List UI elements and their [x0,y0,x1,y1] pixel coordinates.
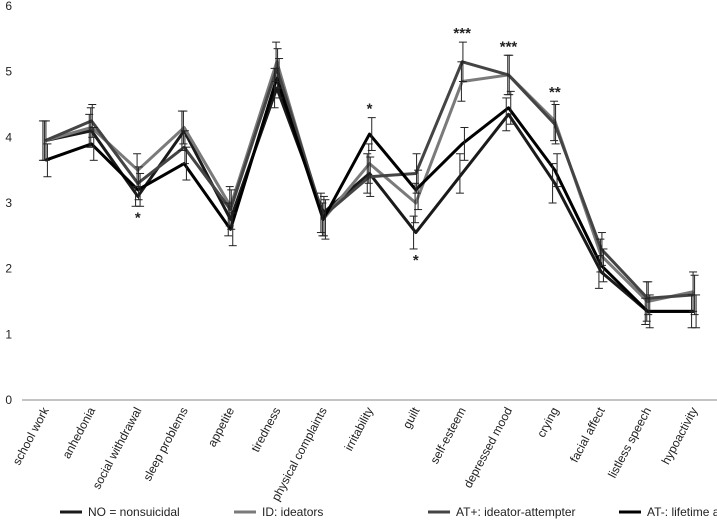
series-line [44,76,694,313]
x-tick-label: school work [10,404,53,467]
error-bar [502,97,511,132]
legend-label: ID: ideators [262,505,323,519]
significance-marker: * [367,101,373,118]
error-bar [550,100,559,142]
error-bar [182,146,191,181]
error-bar [460,126,469,161]
error-bar [275,58,284,99]
y-tick-label: 5 [5,65,12,79]
error-bar [644,281,653,316]
error-bar [179,110,188,145]
error-bar [455,153,464,194]
error-bar [412,153,421,194]
series-line [44,86,694,313]
error-bar [692,294,701,329]
error-bar [273,48,282,89]
error-bar [136,172,145,207]
y-tick-label: 0 [5,393,12,407]
error-bar [553,153,562,188]
error-bar [88,104,97,138]
x-tick-label: tiredness [248,405,283,455]
error-bar [409,215,418,250]
error-bar [506,90,515,125]
x-tick-label: guilt [400,404,423,431]
x-tick-label: appetite [205,405,238,450]
error-bar [367,117,376,151]
y-tick-label: 1 [5,327,12,341]
error-bar [366,156,375,197]
x-tick-label: crying [534,405,561,440]
error-bar [458,41,467,83]
significance-marker: *** [453,25,471,42]
y-tick-label: 6 [5,0,12,13]
error-bar [41,120,50,161]
error-bar [43,143,52,178]
significance-marker: * [413,252,419,269]
error-bar [505,54,514,96]
error-bar [134,166,143,201]
x-tick-label: anhedonia [59,405,98,461]
significance-marker: * [135,209,141,226]
error-bar [227,189,236,230]
x-tick-label: depressed mood [461,405,515,490]
error-bar [548,163,557,204]
y-tick-label: 3 [5,196,12,210]
y-tick-label: 4 [5,130,12,144]
x-tick-label: irritability [342,405,377,453]
error-bar [645,294,654,329]
legend-label: NO = nonsuicidal [88,505,180,519]
y-tick-label: 2 [5,262,12,276]
error-bar [414,169,423,211]
legend-label: AT-: lifetime attempter [647,505,717,519]
x-tick-label: facial affect [567,404,608,465]
error-bar [599,248,608,283]
x-tick-label: listless speech [605,405,654,480]
error-bar [321,199,330,240]
error-bar [551,104,560,145]
significance-marker: ** [549,84,561,101]
series-line [44,60,694,300]
x-tick-label: social withdrawal [90,405,145,492]
significance-marker: *** [500,38,518,55]
x-tick-label: hypoactivity [659,405,701,467]
error-bar [228,212,237,247]
error-bar [319,195,328,237]
x-tick-label: self-esteem [427,405,468,466]
error-bar [89,126,98,161]
legend-label: AT+: ideator-attempter [456,505,576,519]
x-tick-label: sleep problems [140,405,191,483]
